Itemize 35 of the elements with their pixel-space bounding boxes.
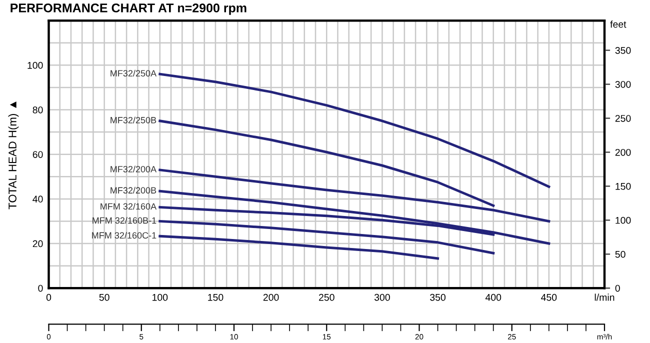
y-tick-label: 0 xyxy=(38,284,43,292)
y2-tick-label: 250 xyxy=(615,114,631,122)
y2-tick-label: 0 xyxy=(615,284,620,292)
series-label: MF32/200B xyxy=(110,186,156,194)
x-tick-label: 100 xyxy=(152,294,168,301)
y2-tick-label: 200 xyxy=(615,148,631,156)
x-tick-label: 450 xyxy=(541,294,557,301)
y2-tick-label: 150 xyxy=(616,182,631,190)
y-tick-label: 80 xyxy=(32,106,43,114)
series-label: MFM 32/160C-1 xyxy=(92,232,156,239)
y2-tick-label: 300 xyxy=(615,80,631,88)
x-tick-label: 300 xyxy=(374,294,390,301)
x-tick-label: 150 xyxy=(208,294,224,301)
series-label: MFM 32/160A xyxy=(100,202,157,210)
y-tick-label: 100 xyxy=(28,62,43,69)
y2-tick-label: 100 xyxy=(616,216,631,224)
y2-tick-label: 50 xyxy=(615,250,626,258)
x-tick-label: 250 xyxy=(319,294,334,301)
chart-title: PERFORMANCE CHART AT n=2900 rpm xyxy=(10,4,246,15)
y-axis-title: TOTAL HEAD H(m) ▲ xyxy=(8,102,19,210)
x-tick-label: 400 xyxy=(485,294,502,301)
series-label: MF32/250A xyxy=(110,70,157,77)
x-tick-label: 50 xyxy=(99,294,110,301)
y-tick-label: 20 xyxy=(32,240,43,248)
series-label: MF32/250B xyxy=(110,116,156,124)
series-label: MFM 32/160B-1 xyxy=(92,217,156,224)
y2-axis-title: feet xyxy=(610,20,626,28)
y-tick-label: 60 xyxy=(32,151,43,158)
y2-tick-label: 350 xyxy=(615,47,631,54)
x-tick-label: l/min xyxy=(594,294,614,301)
y-tick-label: 40 xyxy=(32,196,43,203)
x-tick-label: 200 xyxy=(263,294,279,301)
x-tick-label: 0 xyxy=(46,294,52,301)
x-tick-label: 350 xyxy=(430,294,446,301)
series-label: MF32/200A xyxy=(110,166,157,172)
